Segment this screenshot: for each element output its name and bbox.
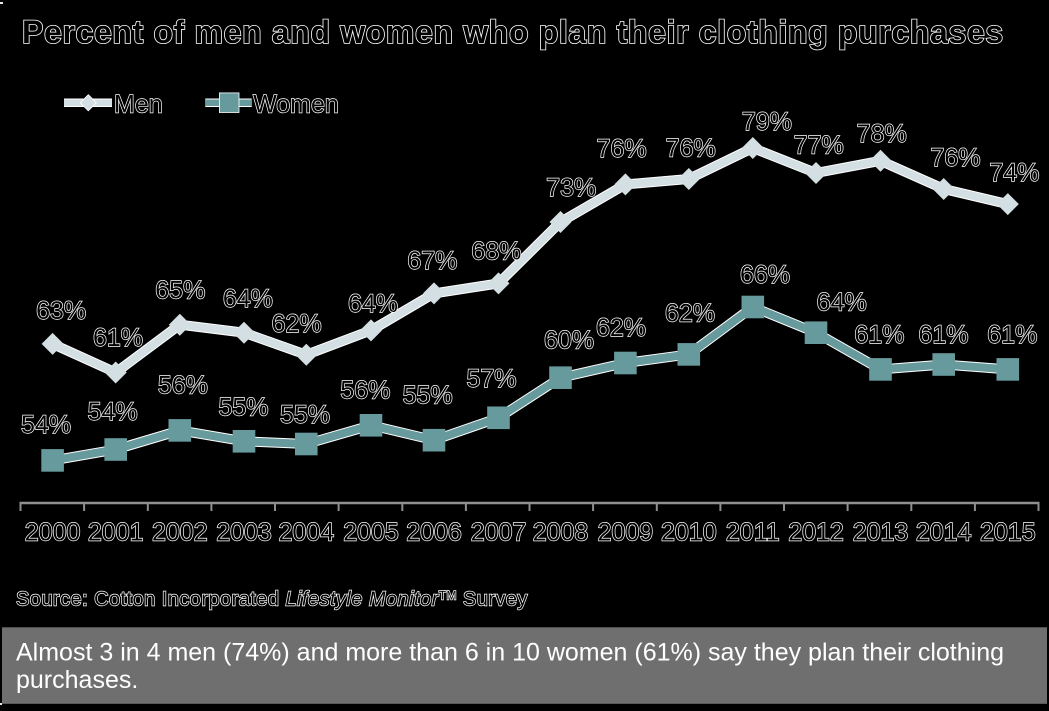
svg-text:66%: 66% [740,261,790,289]
svg-text:56%: 56% [158,372,208,400]
svg-text:2009: 2009 [598,519,654,547]
svg-text:2002: 2002 [152,519,208,547]
svg-text:76%: 76% [597,135,647,163]
svg-text:61%: 61% [854,321,904,349]
svg-text:Almost 3 in 4 men (74%) and mo: Almost 3 in 4 men (74%) and more than 6 … [16,639,1004,667]
svg-text:2006: 2006 [406,519,462,547]
svg-text:73%: 73% [546,174,596,202]
svg-text:62%: 62% [665,299,715,327]
svg-text:56%: 56% [340,376,390,404]
svg-text:2011: 2011 [726,519,780,547]
svg-text:76%: 76% [666,135,716,163]
svg-text:61%: 61% [93,324,143,352]
svg-text:2001: 2001 [88,519,144,547]
svg-text:62%: 62% [272,310,322,338]
svg-text:79%: 79% [742,108,792,136]
svg-text:2007: 2007 [471,519,527,547]
svg-text:Source: Cotton Incorporated Li: Source: Cotton Incorporated Lifestyle Mo… [16,589,528,611]
svg-text:2014: 2014 [916,519,972,547]
svg-text:60%: 60% [544,327,594,355]
svg-text:67%: 67% [407,247,457,275]
svg-text:Women: Women [253,91,339,119]
svg-text:2003: 2003 [216,519,272,547]
svg-text:65%: 65% [155,277,205,305]
svg-text:76%: 76% [930,144,980,172]
svg-text:55%: 55% [403,382,453,410]
svg-text:2012: 2012 [788,519,844,547]
svg-text:2008: 2008 [533,519,589,547]
svg-text:63%: 63% [36,297,86,325]
svg-text:2000: 2000 [25,519,81,547]
svg-text:2010: 2010 [661,519,717,547]
svg-text:61%: 61% [987,321,1037,349]
svg-text:55%: 55% [218,394,268,422]
svg-text:68%: 68% [471,238,521,266]
svg-text:2015: 2015 [980,519,1036,547]
svg-text:2013: 2013 [853,519,909,547]
svg-text:2005: 2005 [343,519,399,547]
svg-text:62%: 62% [596,314,646,342]
svg-text:54%: 54% [21,411,71,439]
svg-text:64%: 64% [348,290,398,318]
svg-text:2004: 2004 [278,519,334,547]
svg-text:64%: 64% [817,289,867,317]
svg-text:77%: 77% [794,132,844,160]
svg-text:54%: 54% [88,398,138,426]
svg-text:Percent of men and women who p: Percent of men and women who plan their … [22,14,1004,50]
svg-text:purchases.: purchases. [16,666,138,694]
svg-text:55%: 55% [280,401,330,429]
svg-text:61%: 61% [918,321,968,349]
svg-text:57%: 57% [466,365,516,393]
svg-text:74%: 74% [989,159,1039,187]
svg-text:78%: 78% [857,120,907,148]
svg-text:Men: Men [114,91,163,119]
svg-text:64%: 64% [223,285,273,313]
